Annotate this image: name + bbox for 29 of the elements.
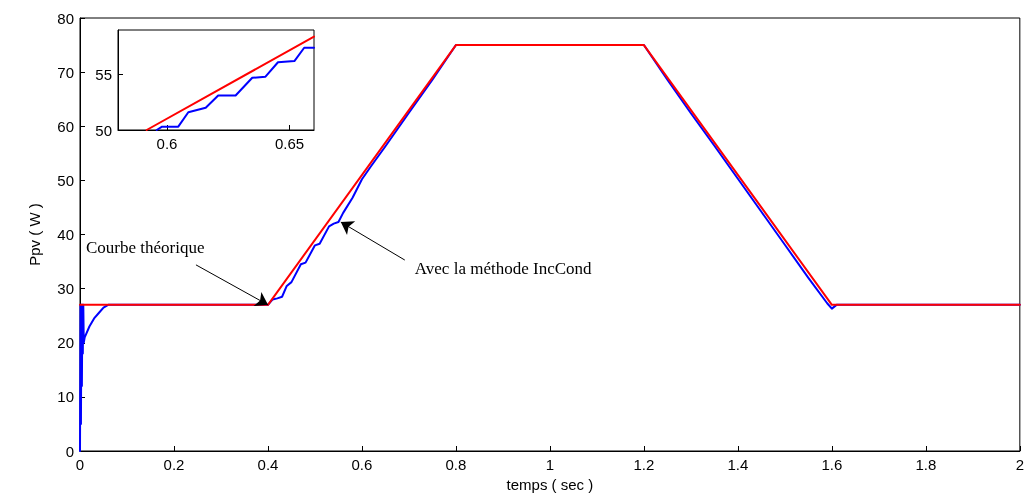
x-axis-title: temps ( sec ) bbox=[506, 475, 594, 493]
y-tick-label: 50 bbox=[57, 171, 74, 189]
x-tick-label: 1.4 bbox=[727, 456, 749, 473]
x-tick-label: 0.6 bbox=[351, 456, 373, 473]
x-tick-label: 0.2 bbox=[163, 456, 185, 473]
y-tick-label: 55 bbox=[95, 65, 112, 83]
x-tick-label: 1 bbox=[545, 456, 555, 473]
y-tick-label: 10 bbox=[57, 388, 74, 406]
y-tick-label: 40 bbox=[57, 226, 74, 243]
x-tick-label: 2 bbox=[1015, 456, 1024, 473]
annotation: Avec la méthode IncCond bbox=[414, 259, 593, 279]
y-tick-label: 80 bbox=[57, 9, 74, 27]
x-tick-label: 0 bbox=[75, 456, 85, 473]
x-tick-label: 1.6 bbox=[821, 456, 843, 473]
annotation: Courbe théorique bbox=[85, 237, 205, 257]
y-tick-label: 20 bbox=[57, 334, 74, 352]
x-tick-label: 0.6 bbox=[156, 135, 178, 152]
x-tick-label: 0.4 bbox=[257, 456, 279, 473]
y-tick-label: 30 bbox=[57, 280, 74, 298]
y-tick-label: 70 bbox=[57, 63, 74, 81]
y-axis-title: Ppv ( W ) bbox=[26, 203, 43, 266]
y-tick-label: 50 bbox=[95, 121, 112, 139]
y-tick-label: 60 bbox=[57, 117, 74, 135]
x-tick-label: 0.65 bbox=[274, 135, 305, 152]
x-tick-label: 1.2 bbox=[633, 456, 655, 473]
y-tick-label: 0 bbox=[65, 442, 74, 460]
x-tick-label: 1.8 bbox=[915, 456, 937, 473]
line-series bbox=[155, 46, 315, 131]
x-tick-label: 0.8 bbox=[445, 456, 467, 473]
